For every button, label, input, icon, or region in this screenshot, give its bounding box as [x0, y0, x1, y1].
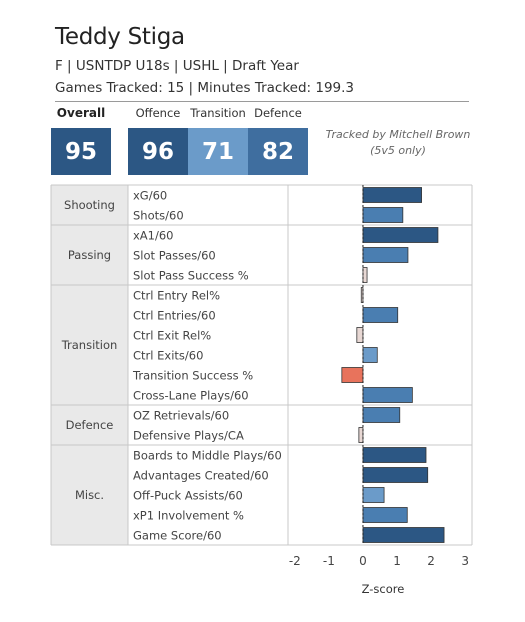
tracker-note: Tracked by Mitchell Brown (5v5 only)	[320, 127, 476, 159]
bar	[362, 527, 445, 543]
bar	[362, 507, 408, 523]
bar	[362, 267, 368, 283]
x-tick-label: 1	[393, 554, 401, 568]
group-label: Shooting	[64, 198, 115, 212]
tracker-note-line2: (5v5 only)	[370, 144, 426, 157]
offence-score: 96	[128, 128, 188, 175]
group-column-background	[51, 185, 128, 545]
transition-label: Transition	[190, 106, 246, 120]
metric-label: Game Score/60	[133, 529, 222, 543]
x-tick-label: -2	[289, 554, 301, 568]
bar	[362, 187, 422, 203]
x-tick-label: -1	[323, 554, 335, 568]
x-tick-label: 2	[427, 554, 435, 568]
tracker-note-line1: Tracked by Mitchell Brown	[325, 128, 471, 141]
defence-score: 82	[248, 128, 308, 175]
metric-label: Defensive Plays/CA	[133, 429, 244, 443]
overall-label: Overall	[56, 106, 106, 120]
bar	[362, 227, 439, 243]
bar	[362, 407, 401, 423]
bar	[358, 427, 364, 443]
metric-label: Advantages Created/60	[133, 469, 269, 483]
bar	[362, 447, 427, 463]
bar	[362, 247, 409, 263]
metric-label: xG/60	[133, 189, 167, 203]
bar	[362, 307, 399, 323]
group-label: Misc.	[75, 488, 104, 502]
x-tick-label: 0	[359, 554, 367, 568]
metric-label: Cross-Lane Plays/60	[133, 389, 249, 403]
bar	[341, 367, 364, 383]
metric-label: Ctrl Exits/60	[133, 349, 203, 363]
player-name: Teddy Stiga	[55, 24, 185, 50]
bar	[362, 207, 404, 223]
header-divider	[55, 101, 469, 102]
bar	[362, 467, 429, 483]
metric-label: OZ Retrievals/60	[133, 409, 229, 423]
metric-label: Boards to Middle Plays/60	[133, 449, 282, 463]
bar	[362, 387, 413, 403]
bar	[362, 487, 385, 503]
metric-label: Ctrl Entry Rel%	[133, 289, 220, 303]
metric-label: Slot Passes/60	[133, 249, 216, 263]
bar	[362, 347, 378, 363]
defence-label: Defence	[254, 106, 302, 120]
player-info: F | USNTDP U18s | USHL | Draft Year	[55, 58, 299, 74]
bar	[356, 327, 364, 343]
group-label: Passing	[68, 248, 111, 262]
metric-label: xA1/60	[133, 229, 174, 243]
overall-score: 95	[51, 128, 111, 175]
metric-label: Ctrl Entries/60	[133, 309, 216, 323]
metric-label: Off-Puck Assists/60	[133, 489, 243, 503]
group-label: Defence	[66, 418, 114, 432]
transition-score: 71	[188, 128, 248, 175]
metric-label: xP1 Involvement %	[133, 509, 244, 523]
offence-label: Offence	[135, 106, 181, 120]
metric-label: Slot Pass Success %	[133, 269, 249, 283]
metric-label: Shots/60	[133, 209, 184, 223]
x-axis-title: Z-score	[362, 582, 405, 596]
tracking-info: Games Tracked: 15 | Minutes Tracked: 199…	[55, 80, 355, 96]
metric-label: Transition Success %	[132, 369, 253, 383]
group-label: Transition	[61, 338, 118, 352]
x-tick-label: 3	[461, 554, 469, 568]
metric-label: Ctrl Exit Rel%	[133, 329, 211, 343]
